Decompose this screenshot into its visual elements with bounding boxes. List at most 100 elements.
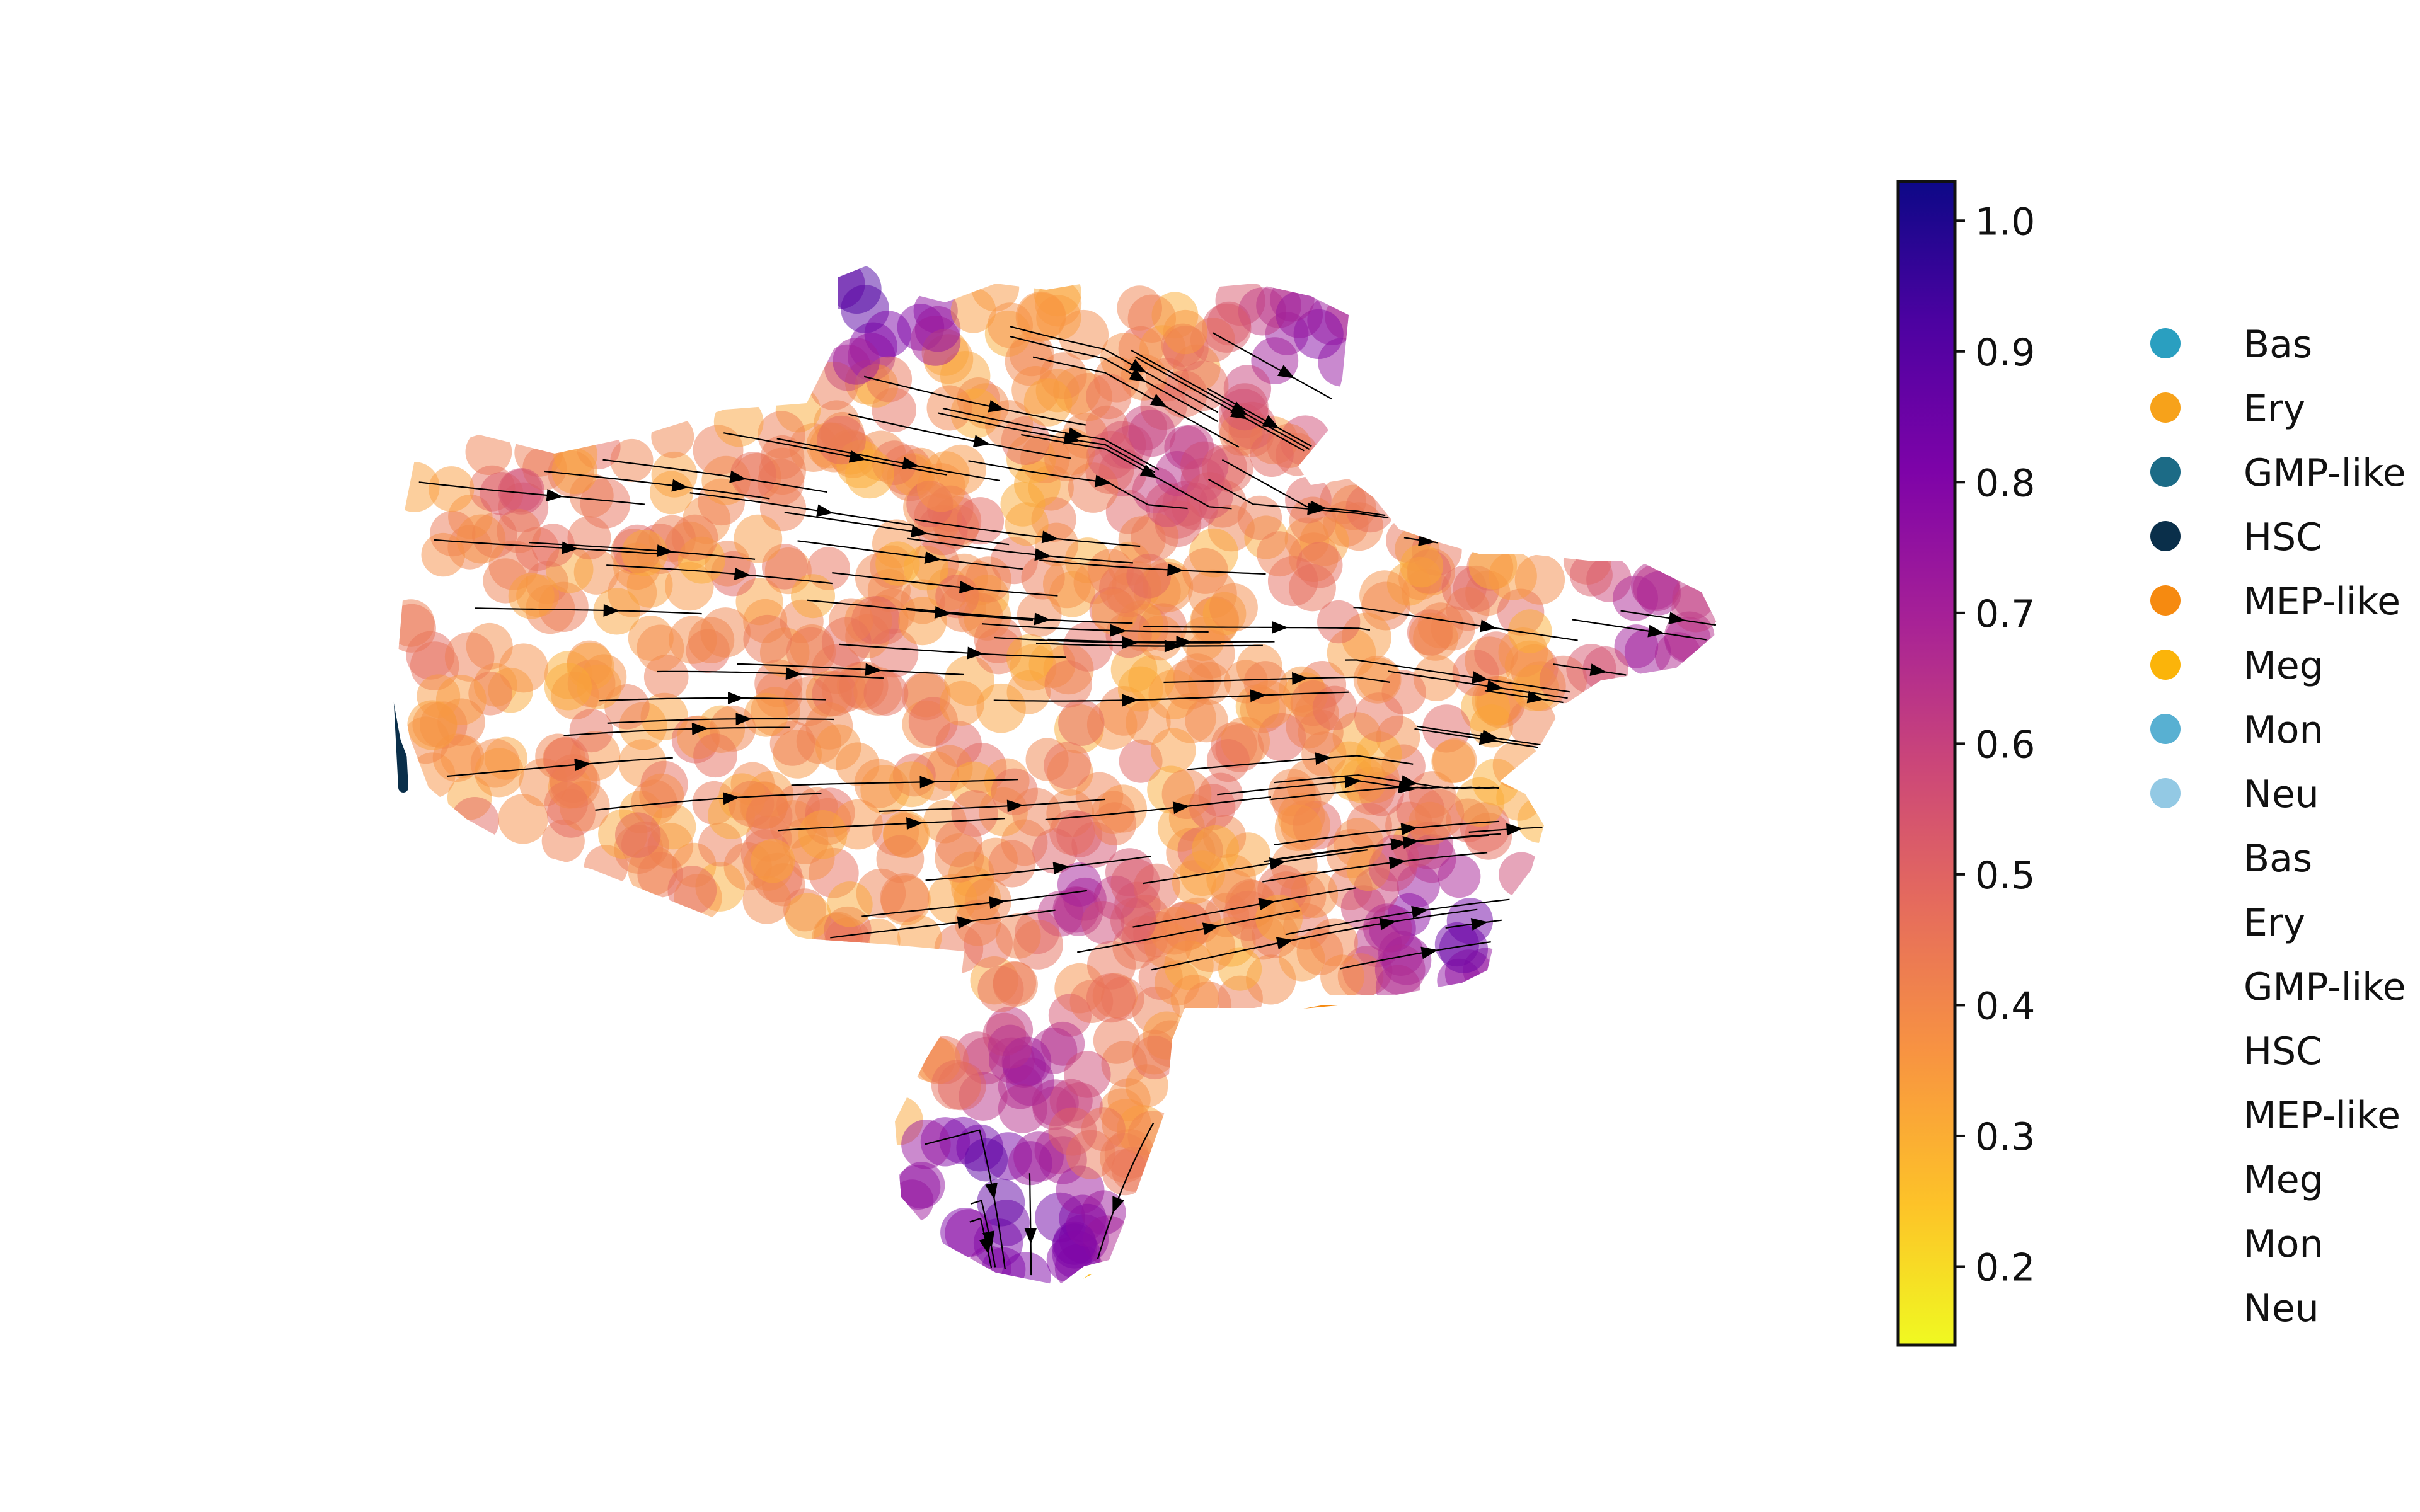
streamline bbox=[970, 1200, 996, 1268]
streamline bbox=[968, 460, 1188, 510]
streamline-arrow bbox=[1068, 427, 1085, 440]
cell-point bbox=[822, 668, 867, 713]
streamline bbox=[1130, 349, 1310, 450]
cell-point bbox=[1439, 924, 1488, 973]
streamline-arrow bbox=[1400, 775, 1418, 788]
streamline bbox=[914, 518, 1141, 547]
cell-point bbox=[1043, 559, 1092, 609]
legend-marker bbox=[2150, 392, 2181, 423]
cell-point bbox=[988, 840, 1036, 888]
cell-point bbox=[751, 839, 795, 883]
streamline-arrow bbox=[988, 896, 1006, 909]
embedding-plot-area bbox=[375, 243, 1743, 1307]
cell-point bbox=[988, 1024, 1032, 1069]
streamline bbox=[1028, 1173, 1032, 1276]
cell-point bbox=[1221, 383, 1269, 431]
cell-point bbox=[798, 810, 848, 859]
cell-point bbox=[786, 627, 836, 677]
cell-point bbox=[667, 866, 717, 915]
streamline bbox=[942, 407, 1160, 471]
cell-point bbox=[728, 781, 775, 827]
streamline bbox=[848, 413, 1071, 459]
streamline-arrow bbox=[671, 479, 689, 492]
cell-point bbox=[1569, 553, 1613, 597]
cell-point bbox=[950, 288, 996, 333]
legend-label: MEP-like bbox=[2244, 580, 2400, 624]
cell-point bbox=[551, 448, 597, 495]
streamline-arrow bbox=[1006, 799, 1024, 813]
streamline bbox=[1047, 638, 1275, 643]
cell-point bbox=[987, 302, 1033, 348]
cell-point bbox=[480, 472, 524, 515]
cell-point bbox=[1317, 600, 1361, 644]
streamline-arrow bbox=[1388, 856, 1406, 869]
streamline bbox=[1620, 610, 1717, 626]
cell-point bbox=[1058, 699, 1105, 746]
cell-point bbox=[1138, 615, 1183, 661]
streamline bbox=[1143, 849, 1368, 885]
cell-point bbox=[615, 812, 661, 858]
streamline bbox=[689, 492, 915, 527]
streamline-arrow bbox=[934, 605, 952, 619]
cell-point bbox=[421, 532, 465, 577]
streamline-arrow bbox=[1269, 857, 1287, 870]
legend-label: Neu bbox=[2244, 772, 2319, 816]
streamline bbox=[1274, 820, 1500, 846]
cell-point bbox=[713, 397, 764, 447]
cell-point bbox=[1023, 378, 1073, 427]
streamline bbox=[418, 481, 645, 505]
streamline bbox=[1414, 728, 1538, 748]
legend-text-entry: Neu bbox=[2244, 1286, 2319, 1331]
streamline bbox=[1340, 941, 1491, 970]
cell-point bbox=[993, 961, 1037, 1005]
cell-point bbox=[1354, 692, 1404, 742]
streamline bbox=[776, 438, 1000, 481]
legend-entry-bas: Bas bbox=[2150, 323, 2312, 367]
streamline bbox=[1207, 387, 1312, 447]
cell-point bbox=[998, 1084, 1047, 1133]
legend-text-entry: Mon bbox=[2244, 1222, 2324, 1266]
cell-point bbox=[916, 463, 966, 512]
cell-point bbox=[935, 833, 984, 883]
cell-point bbox=[1044, 742, 1091, 789]
legend-text-entry: MEP-like bbox=[2244, 1094, 2400, 1138]
streamline bbox=[830, 909, 1056, 939]
cell-point bbox=[1017, 592, 1062, 637]
streamline bbox=[723, 432, 947, 476]
cell-point bbox=[1117, 285, 1162, 331]
streamline bbox=[1388, 670, 1568, 699]
streamline-arrow bbox=[1277, 365, 1295, 379]
legend-text-entry: HSC bbox=[2244, 1029, 2322, 1074]
cell-point bbox=[743, 614, 792, 663]
cell-point bbox=[637, 624, 684, 672]
streamline bbox=[938, 412, 1156, 473]
streamline bbox=[1417, 725, 1541, 746]
streamline bbox=[1032, 356, 1240, 448]
cell-point bbox=[1431, 740, 1475, 784]
streamline-arrow bbox=[1110, 624, 1127, 637]
legend-text-entry: Ery bbox=[2244, 901, 2305, 945]
streamline-arrow bbox=[1250, 689, 1267, 702]
streamline bbox=[1468, 827, 1543, 833]
cell-point bbox=[1057, 862, 1102, 907]
cell-point bbox=[1160, 370, 1207, 418]
streamline-arrow bbox=[1202, 922, 1220, 935]
legend-text-entry: GMP-like bbox=[2244, 965, 2406, 1009]
streamline-arrow bbox=[1258, 898, 1276, 911]
streamline-arrow bbox=[1176, 636, 1193, 649]
cell-point bbox=[956, 497, 1005, 545]
cell-point bbox=[1086, 374, 1132, 420]
cell-point bbox=[898, 1162, 945, 1209]
streamline-arrow bbox=[1167, 563, 1184, 576]
cell-point bbox=[1086, 973, 1136, 1023]
cell-point bbox=[688, 617, 735, 663]
streamline-arrow bbox=[1344, 776, 1362, 789]
streamline-arrow bbox=[1230, 401, 1248, 415]
cell-point bbox=[1409, 612, 1453, 656]
streamline bbox=[446, 757, 673, 777]
cell-point bbox=[610, 438, 654, 483]
streamline-arrow bbox=[902, 457, 919, 469]
cell-point bbox=[567, 516, 611, 560]
streamline bbox=[595, 793, 822, 811]
cell-point bbox=[1006, 634, 1054, 682]
